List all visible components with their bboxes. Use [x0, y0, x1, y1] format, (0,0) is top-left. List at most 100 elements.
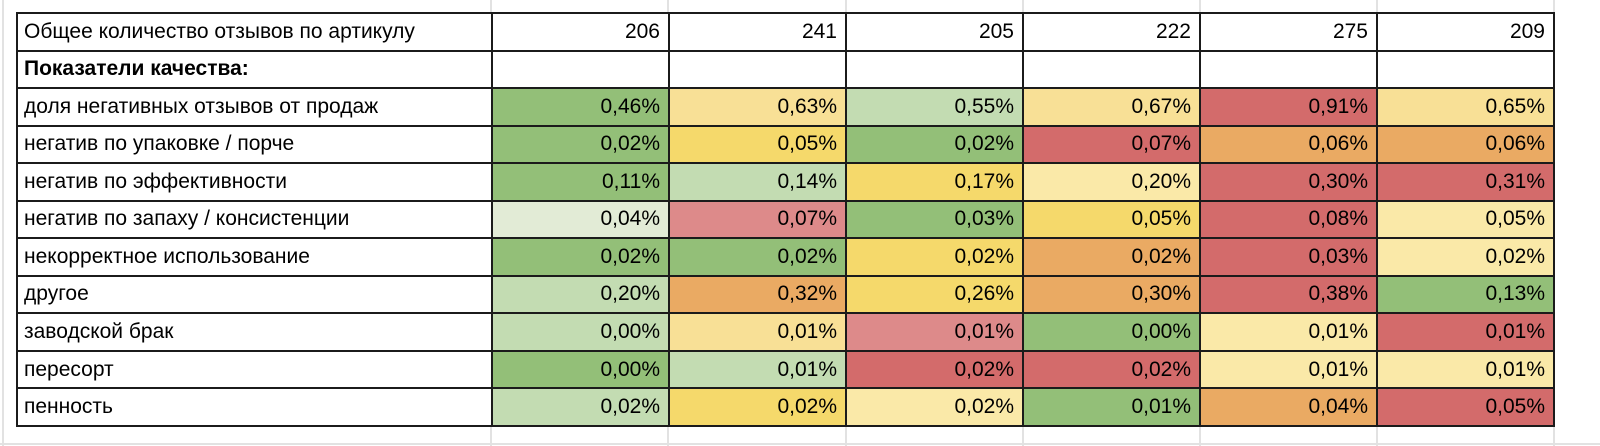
header-row: Общее количество отзывов по артикулу 206 2…: [16, 12, 1555, 52]
total-value-cell[interactable]: 241: [668, 12, 847, 52]
total-value-cell[interactable]: 205: [845, 12, 1024, 52]
metric-label-cell[interactable]: пересорт: [16, 349, 493, 390]
value-cell[interactable]: 0,06%: [1376, 124, 1555, 165]
value-cell[interactable]: 0,02%: [491, 387, 670, 427]
value-cell[interactable]: 0,13%: [1376, 274, 1555, 315]
value-cell[interactable]: 0,32%: [668, 274, 847, 315]
empty-cell[interactable]: [668, 49, 847, 90]
value-cell[interactable]: 0,01%: [668, 312, 847, 352]
value-cell[interactable]: 0,06%: [1199, 124, 1378, 165]
metric-label-cell[interactable]: заводской брак: [16, 312, 493, 352]
value-cell[interactable]: 0,02%: [845, 387, 1024, 427]
value-cell[interactable]: 0,02%: [668, 387, 847, 427]
value-cell[interactable]: 0,46%: [491, 87, 670, 127]
quality-table: Общее количество отзывов по артикулу 206 2…: [16, 12, 1555, 427]
value-cell[interactable]: 0,02%: [845, 349, 1024, 390]
value-cell[interactable]: 0,67%: [1022, 87, 1201, 127]
gridline-vertical: [667, 427, 669, 446]
gridline-vertical: [490, 427, 492, 446]
gridline-vertical: [667, 0, 669, 12]
value-cell[interactable]: 0,26%: [845, 274, 1024, 315]
value-cell[interactable]: 0,03%: [845, 199, 1024, 240]
value-cell[interactable]: 0,01%: [1022, 387, 1201, 427]
gridline-vertical: [1376, 0, 1378, 12]
value-cell[interactable]: 0,02%: [1022, 237, 1201, 277]
value-cell[interactable]: 0,07%: [668, 199, 847, 240]
value-cell[interactable]: 0,05%: [1376, 387, 1555, 427]
value-cell[interactable]: 0,55%: [845, 87, 1024, 127]
metric-label-cell[interactable]: негатив по упаковке / порче: [16, 124, 493, 165]
value-cell[interactable]: 0,01%: [668, 349, 847, 390]
value-cell[interactable]: 0,02%: [1022, 349, 1201, 390]
value-cell[interactable]: 0,30%: [1022, 274, 1201, 315]
value-cell[interactable]: 0,02%: [1376, 237, 1555, 277]
section-label-cell[interactable]: Показатели качества:: [16, 49, 493, 90]
quality-table-body: Общее количество отзывов по артикулу 206 2…: [16, 12, 1555, 427]
value-cell[interactable]: 0,01%: [845, 312, 1024, 352]
empty-cell[interactable]: [491, 49, 670, 90]
value-cell[interactable]: 0,01%: [1376, 312, 1555, 352]
metric-label-cell[interactable]: другое: [16, 274, 493, 315]
value-cell[interactable]: 0,65%: [1376, 87, 1555, 127]
gridline-vertical: [845, 427, 847, 446]
value-cell[interactable]: 0,00%: [1022, 312, 1201, 352]
value-cell[interactable]: 0,05%: [668, 124, 847, 165]
value-cell[interactable]: 0,30%: [1199, 162, 1378, 202]
metric-label-cell[interactable]: негатив по эффективности: [16, 162, 493, 202]
value-cell[interactable]: 0,20%: [491, 274, 670, 315]
gridline-vertical: [1199, 0, 1201, 12]
value-cell[interactable]: 0,91%: [1199, 87, 1378, 127]
total-value-cell[interactable]: 206: [491, 12, 670, 52]
value-cell[interactable]: 0,11%: [491, 162, 670, 202]
value-cell[interactable]: 0,01%: [1199, 312, 1378, 352]
value-cell[interactable]: 0,00%: [491, 312, 670, 352]
table-row: пенность 0,02% 0,02% 0,02% 0,01% 0,04% 0,05%: [16, 387, 1555, 427]
value-cell[interactable]: 0,05%: [1376, 199, 1555, 240]
gridline-horizontal: [0, 443, 1600, 445]
total-value-cell[interactable]: 222: [1022, 12, 1201, 52]
header-label-cell[interactable]: Общее количество отзывов по артикулу: [16, 12, 493, 52]
value-cell[interactable]: 0,17%: [845, 162, 1024, 202]
empty-cell[interactable]: [1376, 49, 1555, 90]
value-cell[interactable]: 0,02%: [491, 237, 670, 277]
table-row: негатив по запаху / консистенции 0,04% 0,0…: [16, 199, 1555, 240]
table-row: негатив по упаковке / порче 0,02% 0,05% 0,0…: [16, 124, 1555, 165]
gridline-vertical: [1553, 0, 1555, 12]
gridline-vertical: [1199, 427, 1201, 446]
value-cell[interactable]: 0,05%: [1022, 199, 1201, 240]
value-cell[interactable]: 0,08%: [1199, 199, 1378, 240]
total-value-cell[interactable]: 275: [1199, 12, 1378, 52]
gridline-vertical: [1022, 0, 1024, 12]
gridline-vertical: [1553, 427, 1555, 446]
empty-cell[interactable]: [1022, 49, 1201, 90]
value-cell[interactable]: 0,14%: [668, 162, 847, 202]
value-cell[interactable]: 0,01%: [1376, 349, 1555, 390]
value-cell[interactable]: 0,03%: [1199, 237, 1378, 277]
gridline-vertical: [1376, 427, 1378, 446]
metric-label-cell[interactable]: некорректное использование: [16, 237, 493, 277]
value-cell[interactable]: 0,07%: [1022, 124, 1201, 165]
value-cell[interactable]: 0,02%: [845, 124, 1024, 165]
empty-cell[interactable]: [845, 49, 1024, 90]
empty-cell[interactable]: [1199, 49, 1378, 90]
value-cell[interactable]: 0,02%: [491, 124, 670, 165]
value-cell[interactable]: 0,31%: [1376, 162, 1555, 202]
value-cell[interactable]: 0,20%: [1022, 162, 1201, 202]
gridline-vertical: [490, 0, 492, 12]
metric-label-cell[interactable]: доля негативных отзывов от продаж: [16, 87, 493, 127]
value-cell[interactable]: 0,02%: [845, 237, 1024, 277]
table-row: некорректное использование 0,02% 0,02% 0,02…: [16, 237, 1555, 277]
value-cell[interactable]: 0,04%: [1199, 387, 1378, 427]
value-cell[interactable]: 0,38%: [1199, 274, 1378, 315]
value-cell[interactable]: 0,00%: [491, 349, 670, 390]
metric-label-cell[interactable]: пенность: [16, 387, 493, 427]
metric-label-cell[interactable]: негатив по запаху / консистенции: [16, 199, 493, 240]
value-cell[interactable]: 0,01%: [1199, 349, 1378, 390]
value-cell[interactable]: 0,04%: [491, 199, 670, 240]
total-value-cell[interactable]: 209: [1376, 12, 1555, 52]
value-cell[interactable]: 0,63%: [668, 87, 847, 127]
gridline-vertical: [2, 0, 4, 446]
value-cell[interactable]: 0,02%: [668, 237, 847, 277]
table-row: другое 0,20% 0,32% 0,26% 0,30% 0,38% 0,13%: [16, 274, 1555, 315]
